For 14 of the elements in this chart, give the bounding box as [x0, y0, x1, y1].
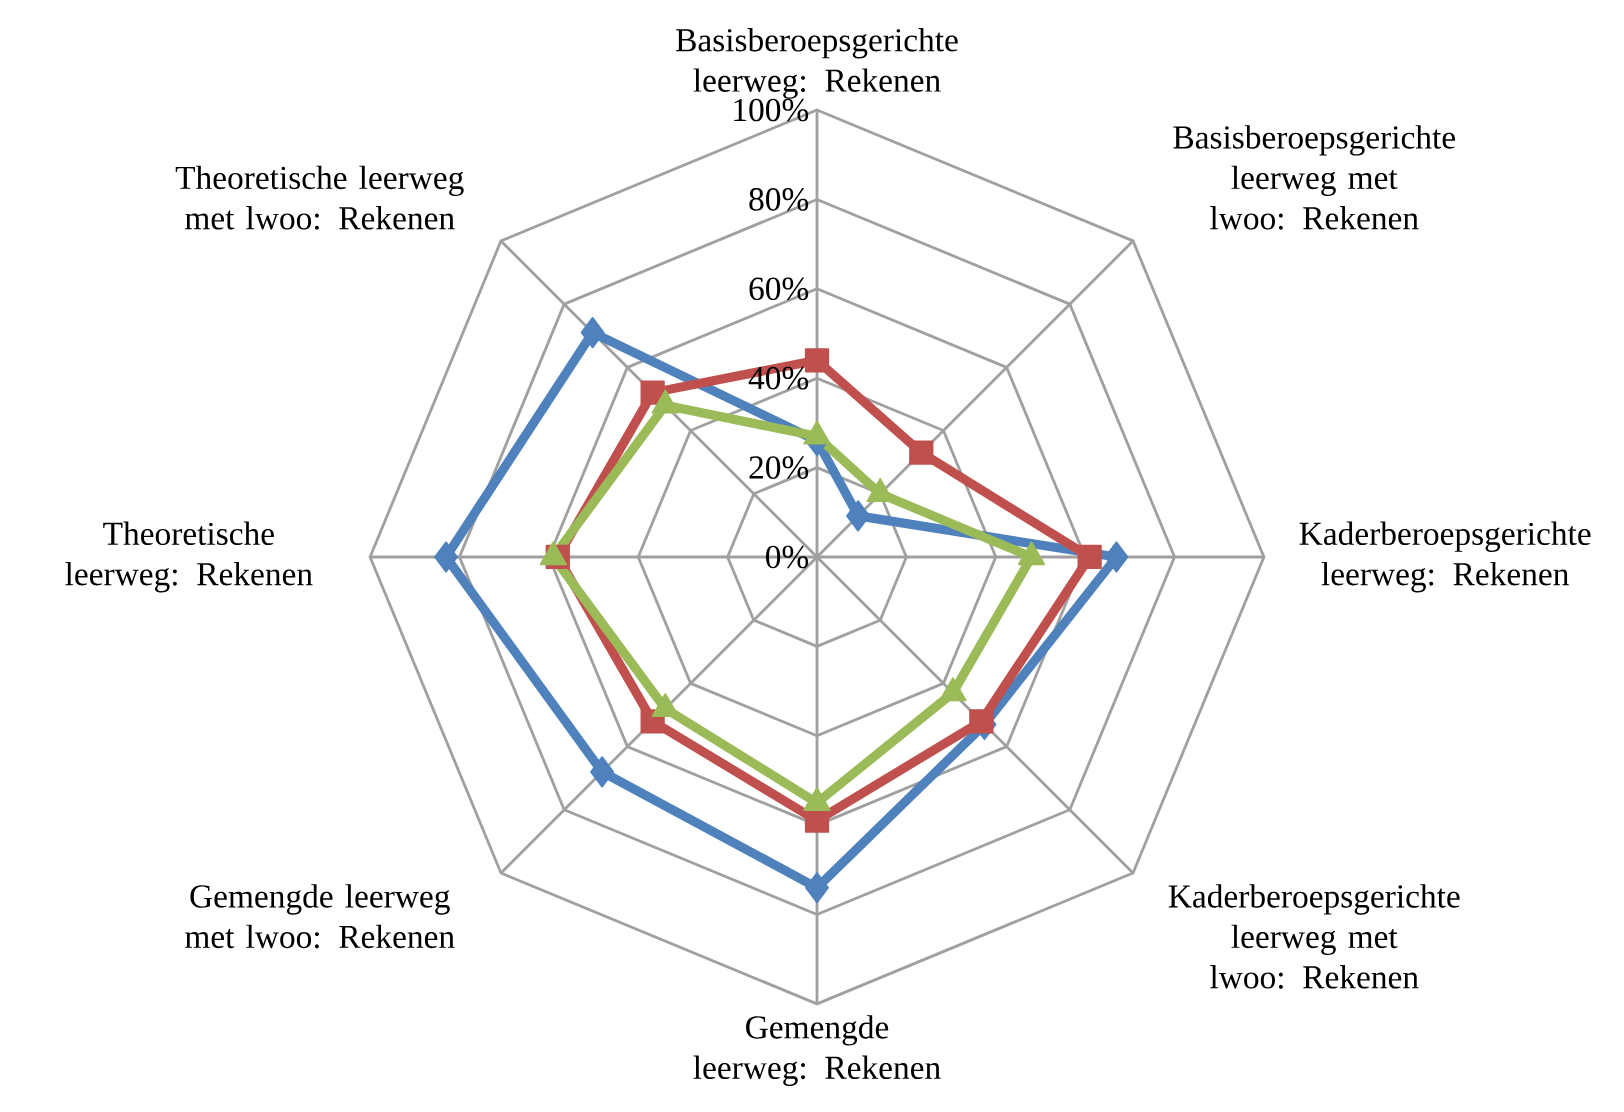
y-tick-label: 0%	[766, 545, 809, 569]
spoke-label: Kaderberoepsgerichte leerweg met lwoo: Rekenen	[1168, 884, 1460, 989]
spoke-label: Basisberoepsgerichte leerweg: Rekenen	[676, 28, 958, 99]
y-tick-label: 60%	[749, 277, 809, 301]
y-tick-label: 100%	[734, 98, 809, 122]
spoke-label: Kaderberoepsgerichte leerweg: Rekenen	[1299, 521, 1591, 593]
spoke-label: Basisberoepsgerichte leerweg met lwoo: Rekenen	[1173, 125, 1455, 230]
spoke-label: Theoretische leerweg: Rekenen	[65, 521, 313, 593]
spoke-label: Gemengde leerweg: Rekenen	[693, 1015, 941, 1086]
y-tick-label: 80%	[749, 188, 809, 211]
spoke-label: Gemengde leerweg met lwoo: Rekenen	[185, 884, 455, 949]
y-tick-label: 40%	[748, 366, 809, 390]
spoke-label: Theoretische leerweg met lwoo: Rekenen	[175, 165, 464, 230]
y-tick-label: 20%	[749, 456, 809, 479]
